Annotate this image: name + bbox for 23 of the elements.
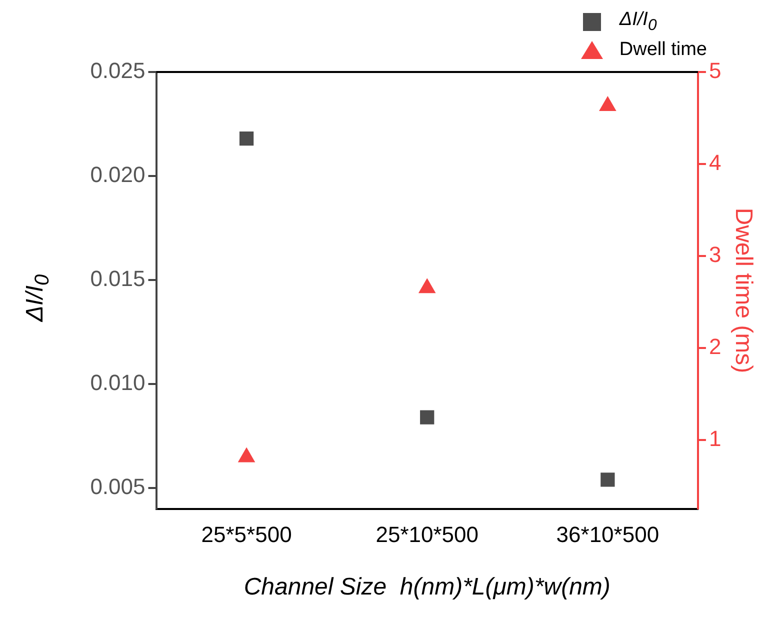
y2-axis-title: Dwell time (ms) bbox=[730, 208, 757, 374]
legend-label: ΔI/I$_{0}$ bbox=[619, 9, 657, 35]
y-tick-label: 0.010 bbox=[90, 370, 146, 396]
legend-label: Dwell time bbox=[619, 39, 707, 61]
point bbox=[600, 472, 615, 487]
y2-tick-label: 1 bbox=[708, 426, 722, 451]
point bbox=[238, 447, 256, 462]
y2-tick-label: 2 bbox=[708, 334, 722, 359]
x-tick-label: 25*10*500 bbox=[376, 522, 478, 548]
point bbox=[420, 410, 434, 424]
x-tick-label: 36*10*500 bbox=[556, 522, 660, 548]
y-tick-label: 0.025 bbox=[90, 58, 146, 84]
y2-tick-label: 5 bbox=[708, 58, 722, 84]
x-tick-label: 25*5*500 bbox=[201, 522, 292, 548]
x-axis-title: Channel Size h(nm)*L(μm)*w(nm) bbox=[244, 573, 610, 600]
point bbox=[599, 96, 616, 112]
y-tick-label: 0.005 bbox=[90, 474, 146, 500]
y2-tick-label: 4 bbox=[708, 150, 722, 176]
y-tick-label: 0.020 bbox=[90, 162, 146, 188]
point bbox=[418, 278, 436, 294]
point bbox=[239, 131, 254, 146]
y-tick-label: 0.015 bbox=[90, 266, 146, 292]
y2-tick-label: 3 bbox=[708, 242, 722, 267]
